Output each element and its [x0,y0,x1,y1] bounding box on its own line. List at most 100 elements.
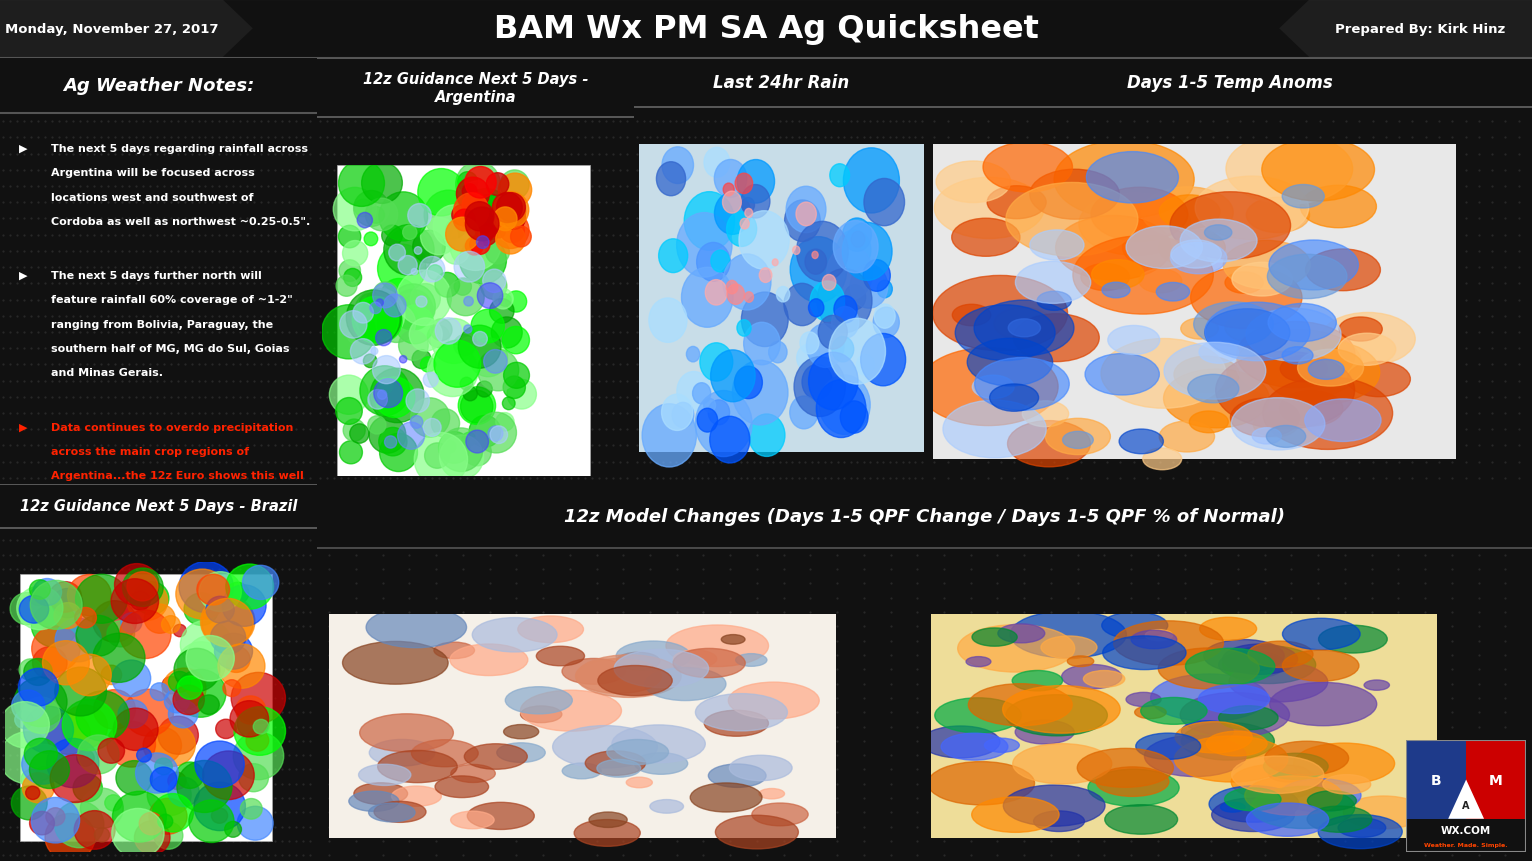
Circle shape [176,762,204,789]
Circle shape [378,193,427,242]
Circle shape [98,739,124,764]
Circle shape [1267,255,1347,300]
Circle shape [935,178,1045,239]
Circle shape [1003,785,1105,827]
Circle shape [369,417,406,454]
Circle shape [1072,237,1213,315]
Circle shape [29,588,49,606]
Circle shape [336,398,362,424]
Circle shape [484,350,507,374]
Circle shape [1282,650,1359,681]
Text: Argentina...the 12z Euro shows this well: Argentina...the 12z Euro shows this well [51,471,303,480]
Circle shape [205,597,234,623]
Circle shape [18,668,58,706]
Circle shape [461,391,493,424]
Circle shape [994,308,1052,341]
Circle shape [506,292,527,313]
Circle shape [504,208,525,230]
Circle shape [211,808,228,823]
Circle shape [521,706,562,722]
Circle shape [726,212,757,247]
Circle shape [1160,422,1215,452]
Circle shape [466,430,489,454]
Circle shape [1037,292,1071,311]
Circle shape [346,291,401,346]
Circle shape [741,293,787,347]
Circle shape [362,164,403,204]
Bar [0,485,317,528]
Text: Last 24hr Rain: Last 24hr Rain [714,74,849,92]
Circle shape [715,815,798,849]
Circle shape [239,764,268,792]
Circle shape [588,812,627,827]
Circle shape [55,618,101,662]
Circle shape [55,802,104,848]
Circle shape [446,218,480,252]
Circle shape [178,642,225,687]
Circle shape [734,367,763,400]
Circle shape [463,387,478,401]
Circle shape [107,621,135,647]
Circle shape [645,668,726,701]
Circle shape [336,276,357,297]
Circle shape [685,192,734,251]
Circle shape [118,700,147,728]
Circle shape [1337,334,1396,366]
Circle shape [349,791,398,811]
Circle shape [400,356,408,363]
Circle shape [562,659,625,684]
Circle shape [463,438,492,467]
Circle shape [1085,354,1160,395]
Circle shape [492,213,529,249]
Circle shape [225,821,242,837]
Circle shape [1077,748,1174,788]
Circle shape [812,252,818,259]
Circle shape [411,416,423,429]
Circle shape [155,759,172,775]
Circle shape [352,297,398,344]
Circle shape [369,740,435,766]
Circle shape [1307,791,1356,811]
Circle shape [371,348,378,355]
Circle shape [1322,775,1371,794]
Circle shape [1105,805,1178,834]
Circle shape [1063,432,1094,449]
Circle shape [398,257,417,276]
Circle shape [682,268,732,328]
Circle shape [784,284,820,326]
Circle shape [1108,326,1160,355]
Circle shape [919,348,1059,426]
Circle shape [1103,636,1186,670]
Circle shape [358,300,401,344]
Circle shape [464,744,527,770]
Circle shape [700,344,732,381]
Circle shape [1062,665,1121,689]
Circle shape [348,331,360,344]
Circle shape [553,726,657,768]
Circle shape [743,323,780,365]
Circle shape [371,369,424,423]
Circle shape [1123,228,1195,269]
Circle shape [729,755,792,781]
Circle shape [1264,741,1348,775]
Circle shape [369,303,381,314]
Circle shape [360,294,378,314]
Circle shape [1268,241,1359,290]
Circle shape [46,713,90,754]
Circle shape [1232,399,1325,450]
Circle shape [440,429,483,472]
Circle shape [169,772,185,790]
Circle shape [12,691,44,722]
Circle shape [398,331,429,361]
Circle shape [434,206,475,248]
Circle shape [75,608,97,629]
Circle shape [478,283,502,309]
Circle shape [54,603,81,629]
Circle shape [354,783,408,804]
Circle shape [836,231,870,270]
Circle shape [188,800,234,843]
Circle shape [147,774,192,815]
Circle shape [461,338,475,352]
Circle shape [365,199,398,232]
Circle shape [735,653,768,666]
